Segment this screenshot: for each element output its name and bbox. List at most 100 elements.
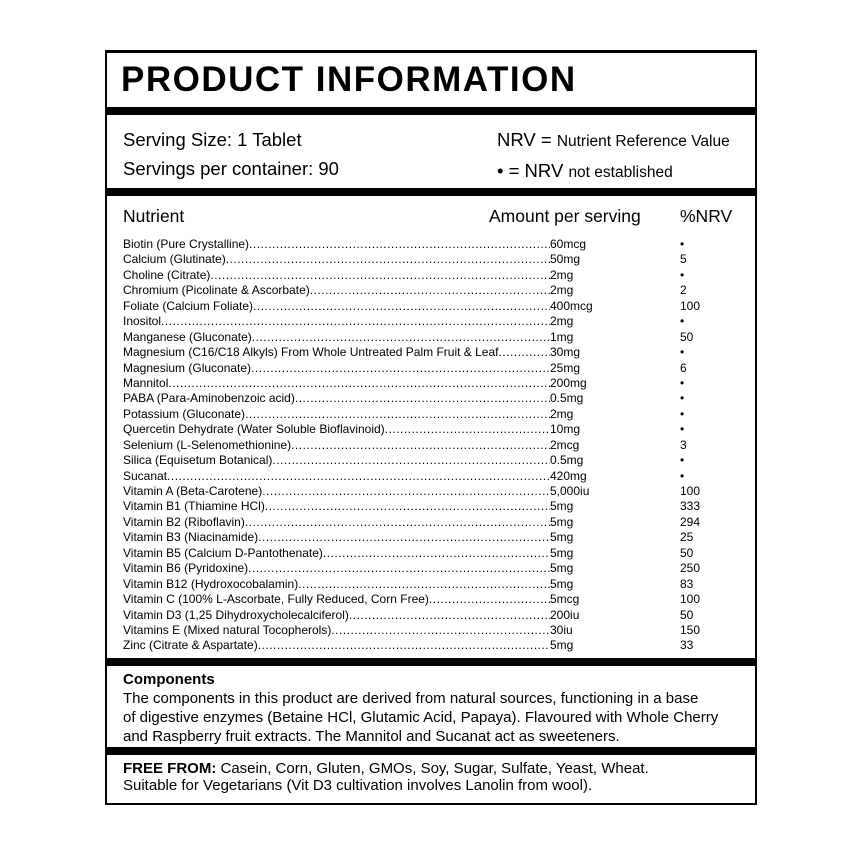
divider-bar: [105, 658, 757, 666]
dot-leader: ........................................…: [348, 607, 550, 622]
nutrient-name: Inositol: [123, 314, 162, 329]
nutrient-name: Mannitol: [123, 375, 169, 390]
dot-leader: ........................................…: [168, 375, 550, 390]
table-row: Vitamin B3 (Niacinamide)................…: [123, 530, 739, 545]
dot-leader: ........................................…: [428, 592, 550, 607]
table-row: Selenium (L-Selenomethionine)...........…: [123, 438, 739, 453]
table-row: Magnesium (C16/C18 Alkyls) From Whole Un…: [123, 345, 739, 360]
nutrient-name: Sucanat: [123, 468, 168, 483]
free-from-items: Casein, Corn, Gluten, GMOs, Soy, Sugar, …: [216, 760, 649, 777]
nutrient-amount: 420mg: [550, 468, 587, 483]
nrv-legend: NRV = Nutrient Reference Value • = NRV n…: [497, 125, 730, 187]
nutrient-nrv: •: [680, 391, 685, 406]
dot-leader: ........................................…: [298, 576, 550, 591]
table-row: Chromium (Picolinate & Ascorbate).......…: [123, 283, 739, 298]
nutrient-nrv: •: [680, 375, 685, 390]
table-row: Quercetin Dehydrate (Water Soluble Biofl…: [123, 422, 739, 437]
table-row: Vitamin B6 (Pyridoxine).................…: [123, 561, 739, 576]
dot-leader: ........................................…: [498, 345, 550, 360]
nutrient-amount: 30mg: [550, 345, 581, 360]
nutrient-nrv: •: [680, 314, 685, 329]
dot-leader: ........................................…: [244, 514, 550, 529]
dot-leader: ........................................…: [257, 638, 550, 653]
nutrient-amount: 30iu: [550, 622, 573, 637]
nutrient-name: Vitamin B2 (Riboflavin): [123, 514, 245, 529]
table-row: Magnesium (Gluconate)...................…: [123, 361, 739, 376]
table-row: Vitamin D3 (1,25 Dihydroxycholecalcifero…: [123, 608, 739, 623]
nutrient-amount: 2mg: [550, 406, 574, 421]
nutrient-rows: Biotin (Pure Crystalline)...............…: [123, 237, 739, 654]
nutrient-amount: 5mg: [550, 561, 574, 576]
nutrient-nrv: 250: [680, 561, 701, 576]
nutrient-amount: 200mg: [550, 375, 587, 390]
dot-leader: ........................................…: [294, 391, 550, 406]
table-row: Vitamin B5 (Calcium D-Pantothenate).....…: [123, 546, 739, 561]
nrv-definition-rest: Nutrient Reference Value: [556, 133, 730, 150]
dot-leader: ........................................…: [384, 422, 550, 437]
nutrient-nrv: •: [680, 237, 685, 251]
table-row: Silica (Equisetum Botanical)............…: [123, 453, 739, 468]
dot-leader: ........................................…: [248, 561, 550, 576]
nutrient-name: Magnesium (Gluconate): [123, 360, 252, 375]
nutrient-amount: 25mg: [550, 360, 581, 375]
table-row: Potassium (Gluconate)...................…: [123, 407, 739, 422]
nutrient-nrv: 50: [680, 329, 694, 344]
nutrient-amount: 5mg: [550, 638, 574, 653]
nutrient-amount: 5mcg: [550, 592, 580, 607]
dot-leader: ........................................…: [309, 283, 550, 298]
nutrient-amount: 5mg: [550, 499, 574, 514]
nutrient-name: Foliate (Calcium Foliate): [123, 298, 254, 313]
dot-leader: ........................................…: [225, 252, 550, 267]
nutrient-nrv: 50: [680, 545, 694, 560]
nutrient-amount: 0.5mg: [550, 391, 584, 406]
nutrient-name: Manganese (Gluconate): [123, 329, 252, 344]
nutrient-name: Biotin (Pure Crystalline): [123, 237, 250, 251]
nutrient-amount: 5mg: [550, 576, 574, 591]
nutrient-name: Vitamins E (Mixed natural Tocopherols): [123, 622, 332, 637]
nutrient-nrv: •: [680, 468, 685, 483]
table-row: Vitamin B2 (Riboflavin).................…: [123, 515, 739, 530]
nutrient-nrv: 83: [680, 576, 694, 591]
table-row: Vitamin A (Beta-Carotene)...............…: [123, 484, 739, 499]
nutrient-amount: 60mcg: [550, 237, 587, 251]
free-from-section: FREE FROM: Casein, Corn, Gluten, GMOs, S…: [105, 755, 757, 805]
bullet-definition-rest: not established: [568, 164, 673, 181]
table-row: Calcium (Glutinate).....................…: [123, 252, 739, 267]
divider-bar: [105, 747, 757, 755]
table-row: Inositol................................…: [123, 314, 739, 329]
nutrient-name: Vitamin B5 (Calcium D-Pantothenate): [123, 545, 323, 560]
nutrient-amount: 50mg: [550, 252, 581, 267]
nutrient-nrv: 100: [680, 484, 701, 498]
nutrient-nrv: •: [680, 453, 685, 468]
nutrient-nrv: 150: [680, 622, 701, 637]
nutrient-nrv: 25: [680, 530, 694, 545]
components-line: and Raspberry fruit extracts. The Mannit…: [123, 728, 620, 745]
table-header: Nutrient Amount per serving %NRV: [123, 205, 739, 227]
page-title: PRODUCT INFORMATION: [121, 60, 577, 99]
table-row: Foliate (Calcium Foliate)...............…: [123, 299, 739, 314]
nutrient-amount: 5mg: [550, 514, 574, 529]
nutrient-name: Selenium (L-Selenomethionine): [123, 437, 292, 452]
components-line: of digestive enzymes (Betaine HCl, Gluta…: [123, 709, 719, 726]
nutrient-name: Vitamin B1 (Thiamine HCl): [123, 499, 265, 514]
nutrient-nrv: •: [680, 422, 685, 437]
components-section: Components The components in this produc…: [105, 666, 757, 747]
bullet-definition-prefix: • = NRV: [497, 160, 564, 181]
free-from-line: FREE FROM: Casein, Corn, Gluten, GMOs, S…: [123, 760, 755, 777]
nutrient-amount: 400mcg: [550, 298, 593, 313]
dot-leader: ........................................…: [161, 314, 550, 329]
nutrient-amount: 2mg: [550, 314, 574, 329]
dot-leader: ........................................…: [272, 453, 550, 468]
dot-leader: ........................................…: [264, 499, 550, 514]
nutrient-amount: 5mg: [550, 545, 574, 560]
nutrient-amount: 2mg: [550, 283, 574, 298]
nutrient-amount: 5,000iu: [550, 484, 590, 498]
product-information-label: PRODUCT INFORMATION Serving Size: 1 Tabl…: [105, 50, 757, 805]
column-header-nrv: %NRV: [680, 206, 733, 226]
dot-leader: ........................................…: [249, 237, 550, 251]
nutrient-nrv: •: [680, 267, 685, 282]
nutrient-name: Chromium (Picolinate & Ascorbate): [123, 283, 310, 298]
table-row: Vitamin B12 (Hydroxocobalamin)..........…: [123, 577, 739, 592]
table-row: PABA (Para-Aminobenzoic acid)...........…: [123, 391, 739, 406]
nutrient-name: Calcium (Glutinate): [123, 252, 226, 267]
